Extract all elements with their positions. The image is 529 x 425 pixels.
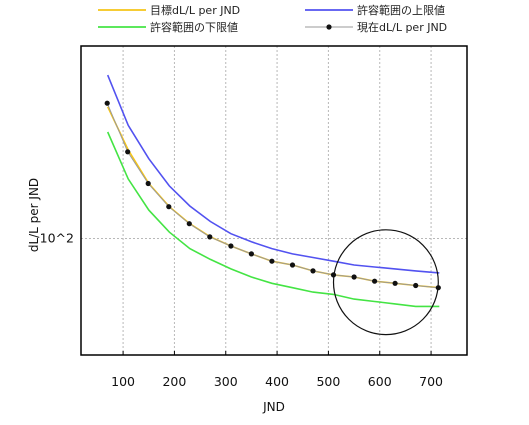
data-point	[207, 234, 213, 240]
legend-label: 許容範囲の上限値	[357, 3, 445, 17]
data-point	[228, 243, 234, 249]
x-tick-label: 500	[316, 374, 340, 389]
data-point	[289, 262, 296, 268]
y-axis-ticks: 10^2	[40, 230, 74, 245]
x-tick-label: 200	[162, 374, 186, 389]
series-layer	[104, 74, 441, 308]
x-axis-ticks: 100 200 300 400 500 600 700	[111, 351, 443, 389]
highlight-circle	[332, 229, 439, 336]
legend-label: 許容範囲の下限値	[150, 20, 238, 34]
data-point	[125, 149, 131, 155]
x-tick-label: 400	[265, 374, 289, 389]
x-tick-label: 300	[214, 374, 238, 389]
x-tick-label: 100	[111, 374, 135, 389]
data-point	[186, 221, 192, 227]
x-axis-title: JND	[262, 400, 285, 414]
y-axis-title: dL/L per JND	[27, 178, 41, 252]
legend-item: 許容範囲の下限値	[98, 20, 238, 34]
legend-marker	[326, 24, 332, 30]
data-point	[310, 268, 316, 274]
data-point	[104, 100, 110, 106]
data-point	[145, 180, 151, 187]
series-line-series-2	[106, 74, 440, 274]
grid	[81, 46, 467, 355]
series-line-series-3	[106, 131, 440, 308]
y-tick-label: 10^2	[40, 230, 74, 245]
data-point	[351, 274, 357, 280]
data-point	[413, 282, 419, 289]
data-point	[248, 251, 254, 257]
legend-item: 目標dL/L per JND	[98, 3, 240, 17]
plot-frame	[80, 45, 468, 356]
legend-item: 現在dL/L per JND	[305, 21, 447, 34]
x-tick-label: 700	[419, 374, 443, 389]
data-point	[372, 278, 378, 284]
legend-label: 目標dL/L per JND	[150, 3, 240, 17]
legend-label: 現在dL/L per JND	[357, 21, 447, 34]
x-tick-label: 600	[368, 374, 392, 389]
data-point	[392, 280, 398, 286]
data-point	[269, 258, 275, 264]
annotation-layer	[332, 229, 439, 336]
legend-item: 許容範囲の上限値	[305, 3, 445, 17]
data-point	[166, 204, 172, 210]
